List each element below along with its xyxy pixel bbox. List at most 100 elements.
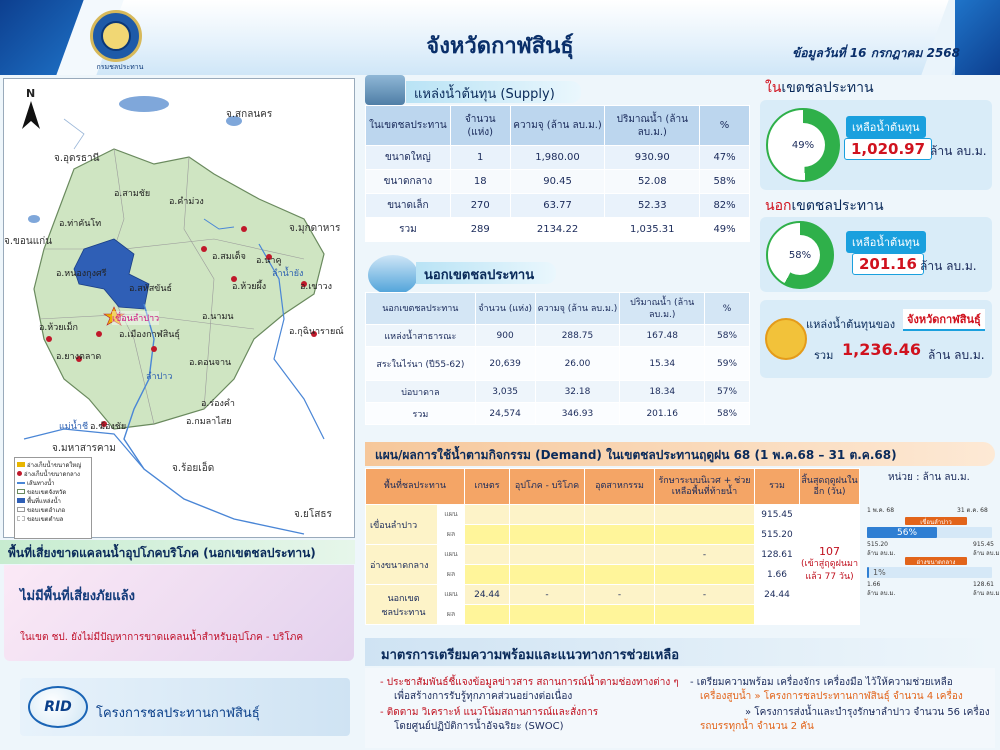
map-label-udon: จ.อุดรธานี xyxy=(54,153,100,164)
table-row: ขนาดใหญ่ 1 1,980.00 930.90 47% xyxy=(365,145,750,170)
measure-right-4: รถบรรทุกน้ำ จำนวน 2 คัน xyxy=(700,721,814,732)
dam-plan-unit: ล้าน ลบ.ม. xyxy=(973,550,1000,557)
data-date: ข้อมูลวันที่ 16 กรกฎาคม 2568 xyxy=(792,46,960,60)
medium-plan-unit: ล้าน ลบ.ม. xyxy=(973,590,1000,597)
map-label-chi-river: แม่น้ำชี xyxy=(59,422,89,432)
medium-progress-track xyxy=(867,567,992,578)
table-row: อ่างขนาดกลาง แผน -128.61 xyxy=(365,544,860,585)
measures-panel xyxy=(365,668,995,748)
table-row: ผล xyxy=(366,604,860,625)
measure-left-1: - ประชาสัมพันธ์ชี้แจงข้อมูลข่าวสาร สถานก… xyxy=(380,677,679,688)
map-label-somdet: อ.สมเด็จ xyxy=(212,252,246,262)
measure-left-2: เพื่อสร้างการรับรู้ทุกภาคส่วนอย่างต่อเนื… xyxy=(394,691,573,702)
dam-used: 515.20 xyxy=(867,541,888,548)
map-label-nongkungsi: อ.หนองกุงศรี xyxy=(56,269,107,279)
dam-icon xyxy=(365,75,405,105)
in-area-unit: ล้าน ลบ.ม. xyxy=(930,144,987,158)
map-label-mukdahan: จ.มุกดาหาร xyxy=(289,223,341,234)
column-header: จำนวน (แห่ง) xyxy=(474,292,536,325)
map-label-nayang-river: ลำน้ำยัง xyxy=(272,269,304,279)
unit-note: หน่วย : ล้าน ลบ.ม. xyxy=(888,472,970,483)
out-area-unit: ล้าน ลบ.ม. xyxy=(920,259,977,273)
dam-progress-fill xyxy=(867,527,937,538)
map-label-huaiphueng: อ.ห้วยผึ้ง xyxy=(232,282,267,292)
table-row: บ่อบาดาล 3,035 32.18 18.34 57% xyxy=(365,380,750,403)
dam-gate-icon xyxy=(765,318,807,360)
out-area-percent: 58% xyxy=(780,235,820,275)
column-header: ความจุ (ล้าน ลบ.ม.) xyxy=(534,292,621,325)
in-area-panel: 49% เหลือน้ำต้นทุน 1,020.97 ล้าน ลบ.ม. xyxy=(760,100,992,190)
map-label-lampao-dam: เขื่อนลำปาว xyxy=(112,311,160,325)
legend-item: ขอบเขตจังหวัด xyxy=(17,487,89,496)
header-right-accent xyxy=(955,0,1000,75)
risk-main-text: ไม่มีพื้นที่เสี่ยงภัยแล้ง xyxy=(20,589,135,604)
map-label-huaimek: อ.ห้วยเม็ก xyxy=(39,323,78,333)
medium-progress-fill xyxy=(867,567,869,578)
outside-table: นอกเขตชลประทาน จำนวน (แห่ง) ความจุ (ล้าน… xyxy=(365,292,750,425)
column-header: นอกเขตชลประทาน xyxy=(365,292,476,325)
total-label: แหล่งน้ำต้นทุนของ xyxy=(806,318,896,331)
map-label-khaowong: อ.เขาวง xyxy=(300,282,332,292)
table-row: แหล่งน้ำสาธารณะ 900 288.75 167.48 58% xyxy=(365,324,750,347)
column-header: พื้นที่ชลประทาน xyxy=(365,468,465,505)
table-total-row: รวม 24,574 346.93 201.16 58% xyxy=(365,402,750,425)
district-boundary-icon xyxy=(17,507,25,512)
map-label-yangtalat: อ.ยางตลาด xyxy=(56,352,102,362)
dam-bar-label: เขื่อนลำปาว xyxy=(905,517,967,526)
logo-caption: กรมชลประทาน xyxy=(96,63,144,71)
table-header-row: พื้นที่ชลประทาน เกษตร อุปโภค - บริโภค อุ… xyxy=(365,468,860,505)
subdistrict-boundary-icon xyxy=(17,516,25,521)
column-header: % xyxy=(699,105,750,146)
column-header: จำนวน (แห่ง) xyxy=(449,105,511,146)
header-banner xyxy=(0,0,1000,75)
north-arrow-icon: N xyxy=(16,87,46,132)
out-area-panel: 58% เหลือน้ำต้นทุน 201.16 ล้าน ลบ.ม. xyxy=(760,217,992,292)
usage-progress-panel: 1 พ.ค. 68 31 ต.ค. 68 เขื่อนลำปาว 56% 515… xyxy=(865,497,1000,602)
map-graphic xyxy=(23,96,325,535)
table-row: ขนาดเล็ก 270 63.77 52.33 82% xyxy=(365,193,750,218)
map-label-khongchai: อ.ฆ้องชัย xyxy=(90,422,127,432)
measure-right-1: - เตรียมความพร้อม เครื่องจักร เครื่องมือ… xyxy=(690,677,953,688)
column-header: รักษาระบบนิเวศ + ช่วยเหลือพื้นที่ท้ายน้ำ xyxy=(654,468,755,505)
legend-item: ขอบเขตตำบล xyxy=(17,514,89,523)
map-label-nakhu: อ.นาคู xyxy=(256,256,282,266)
legend-item: เส้นทางน้ำ xyxy=(17,478,89,487)
supply-title: แหล่งน้ำต้นทุน (Supply) xyxy=(406,81,581,103)
demand-title: แผน/ผลการใช้น้ำตามกิจกรรม (Demand) ในเขต… xyxy=(365,442,995,466)
total-sum-label: รวม xyxy=(814,349,834,362)
medium-used: 1.66 xyxy=(867,581,881,588)
map-label-samchai: อ.สามชัย xyxy=(114,189,151,199)
table-header-row: นอกเขตชลประทาน จำนวน (แห่ง) ความจุ (ล้าน… xyxy=(365,292,750,325)
star-icon xyxy=(17,462,25,467)
column-header: ความจุ (ล้าน ลบ.ม.) xyxy=(509,105,606,146)
map-label-kamalasai: อ.กมลาไสย xyxy=(186,417,232,427)
map-label-rongkham: อ.ร่องคำ xyxy=(201,399,235,409)
measure-left-4: โดยศูนย์ปฏิบัติการน้ำอัจฉริยะ (SWOC) xyxy=(394,721,564,732)
page-title: จังหวัดกาฬสินธุ์ xyxy=(426,33,574,59)
risk-section-title: พื้นที่เสี่ยงขาดแคลนน้ำอุปโภคบริโภค (นอก… xyxy=(0,540,355,564)
province-map[interactable]: N จ.สกลนคร จ.อุดรธานี อ.คำม่วง อ.ท่าคันโ… xyxy=(3,78,355,539)
out-area-remaining-value: 201.16 xyxy=(852,253,924,275)
column-header: ปริมาณน้ำ (ล้าน ลบ.ม.) xyxy=(604,105,701,146)
out-area-title: นอกเขตชลประทาน xyxy=(765,198,884,214)
rid-logo: RID xyxy=(28,686,88,728)
column-header: ในเขตชลประทาน xyxy=(365,105,451,146)
emblem-center-icon xyxy=(101,21,131,51)
gantt-end: 31 ต.ค. 68 xyxy=(957,507,988,514)
legend-item: พื้นที่แหล่งน้ำ xyxy=(17,496,89,505)
table-row: เขื่อนลำปาว แผน 915.45 107 (เข้าสู่ฤดูฝนม… xyxy=(365,504,860,625)
north-label: N xyxy=(26,87,36,100)
column-header: ปริมาณน้ำ (ล้าน ลบ.ม.) xyxy=(619,292,706,325)
measure-right-3: » โครงการส่งน้ำและบำรุงรักษาลำปาว จำนวน … xyxy=(745,707,990,718)
rid-project-name: โครงการชลประทานกาฬสินธุ์ xyxy=(96,706,260,721)
map-label-khammuang: อ.คำม่วง xyxy=(169,197,204,207)
gantt-start: 1 พ.ค. 68 xyxy=(867,507,895,514)
water-area-icon xyxy=(17,498,25,503)
pond-icon xyxy=(368,255,418,295)
table-header-row: ในเขตชลประทาน จำนวน (แห่ง) ความจุ (ล้าน … xyxy=(365,105,750,146)
dot-icon xyxy=(17,471,22,476)
table-row: ผล 1.66 xyxy=(366,564,860,585)
demand-table: พื้นที่ชลประทาน เกษตร อุปโภค - บริโภค อุ… xyxy=(365,468,860,625)
rid-emblem-logo xyxy=(90,10,142,62)
out-area-remaining-label: เหลือน้ำต้นทุน xyxy=(846,231,926,253)
